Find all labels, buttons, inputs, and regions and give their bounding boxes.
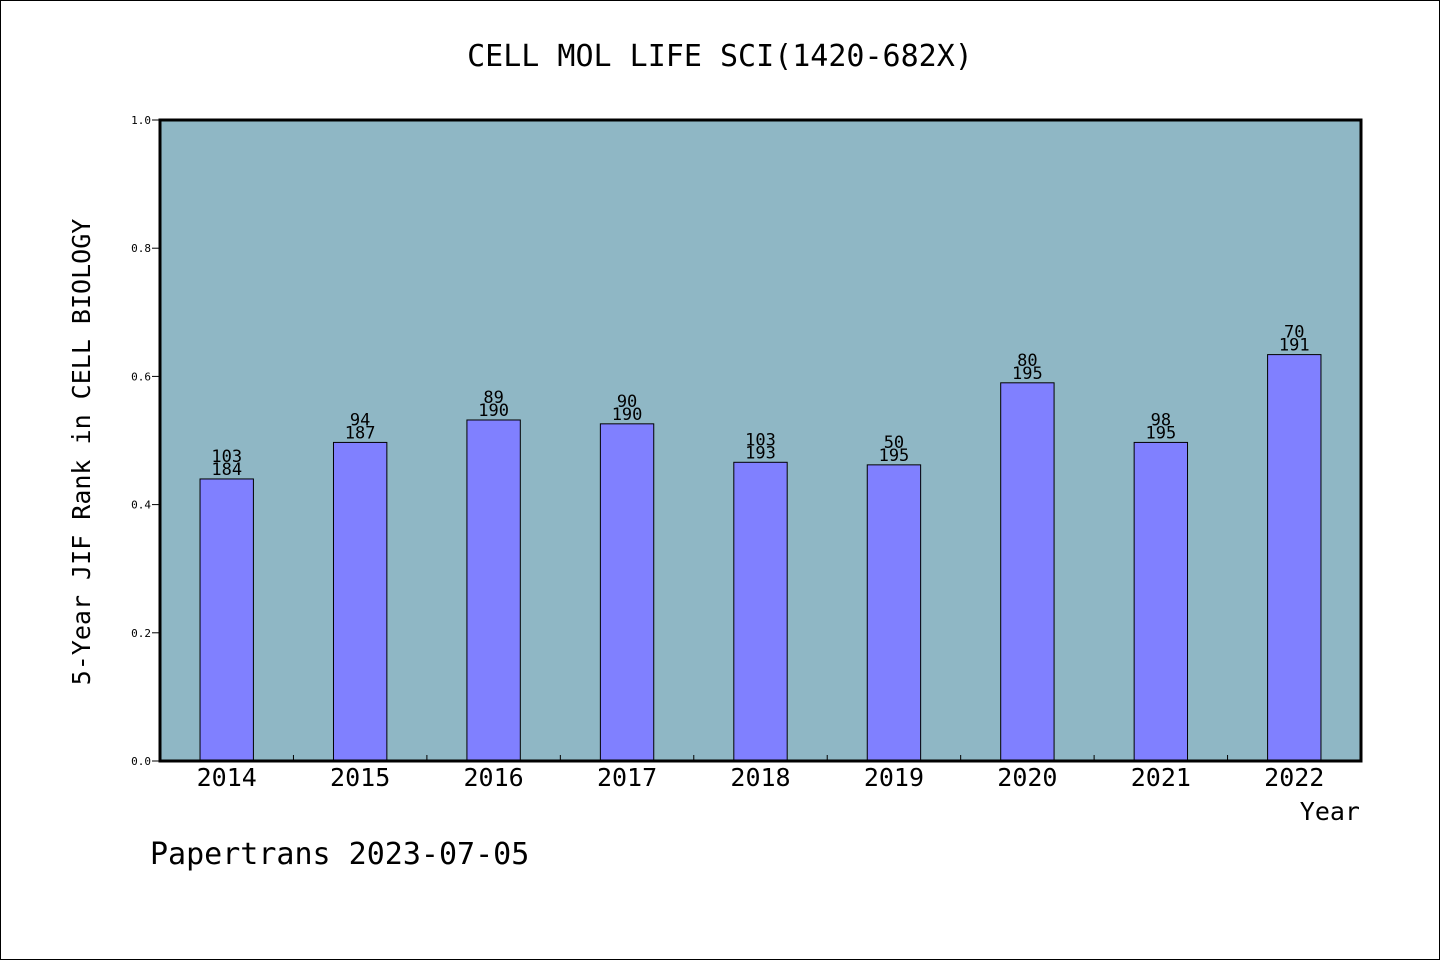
bar-label-rank: 50 (884, 433, 904, 453)
bar (1267, 354, 1322, 762)
bar (599, 423, 655, 762)
bar-label-total: 190 (478, 401, 509, 421)
bar-label-total: 191 (1279, 336, 1310, 356)
bar (199, 478, 254, 762)
bar-label-rank: 98 (1151, 410, 1171, 430)
x-tick-label: 2014 (197, 763, 257, 792)
bar (332, 441, 388, 762)
y-axis-label: 5-Year JIF Rank in CELL BIOLOGY (67, 219, 96, 686)
bar (1000, 382, 1055, 762)
bar (466, 419, 521, 762)
y-tick-label: 0.2 (131, 627, 151, 640)
bar-label-rank: 89 (483, 388, 503, 408)
y-tick-label: 0.4 (131, 499, 151, 512)
bar-label-rank: 80 (1017, 351, 1037, 371)
x-tick-label: 2019 (864, 763, 924, 792)
bar-label-total: 184 (211, 460, 242, 480)
bar-label-rank: 103 (211, 447, 242, 467)
y-tick-label: 0.6 (131, 370, 151, 383)
bar-label-total: 195 (1012, 364, 1043, 384)
x-tick-label: 2015 (330, 763, 390, 792)
y-tick-label: 1.0 (131, 114, 151, 127)
x-tick-label: 2016 (464, 763, 524, 792)
bar-label-total: 193 (745, 443, 776, 463)
bar-label-rank: 103 (745, 430, 776, 450)
bar (866, 464, 922, 762)
x-tick-label: 2022 (1264, 763, 1324, 792)
x-tick-label: 2017 (597, 763, 657, 792)
x-tick-label: 2020 (997, 763, 1057, 792)
footer-credit: Papertrans 2023-07-05 (150, 837, 529, 872)
chart-title: CELL MOL LIFE SCI(1420-682X) (467, 39, 973, 74)
bar-label-total: 195 (1145, 423, 1176, 443)
bar-label-total: 187 (345, 423, 376, 443)
plot-border (158, 118, 1363, 763)
bar-label-rank: 94 (350, 410, 370, 430)
bar (733, 461, 788, 762)
bar-label-rank: 90 (617, 392, 637, 412)
bar-label-total: 195 (879, 446, 910, 466)
y-tick-label: 0.8 (131, 242, 151, 255)
bar-label-rank: 70 (1284, 323, 1304, 343)
bar-label-total: 190 (612, 405, 643, 425)
x-tick-label: 2021 (1131, 763, 1191, 792)
x-axis-label: Year (1300, 797, 1360, 826)
y-tick-label: 0.0 (131, 755, 151, 768)
x-tick-label: 2018 (730, 763, 790, 792)
bar (1133, 441, 1189, 762)
